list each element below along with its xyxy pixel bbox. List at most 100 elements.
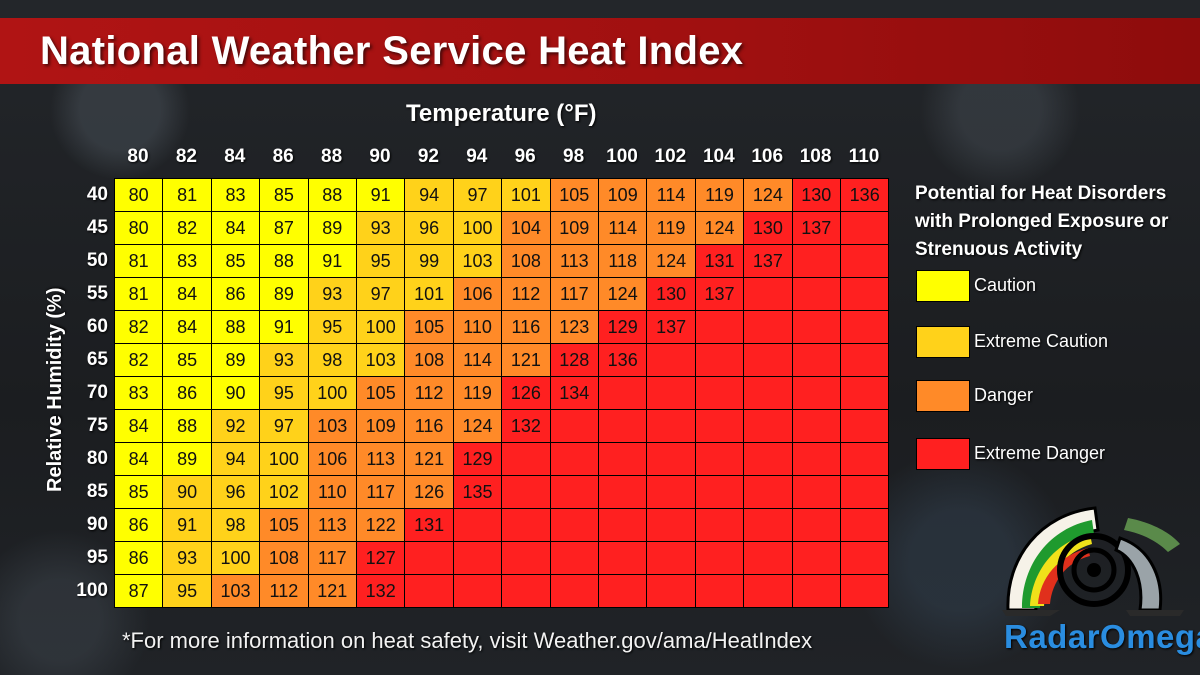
heat-cell: 84 — [162, 277, 212, 311]
heat-cell: 91 — [307, 244, 357, 278]
heat-cell — [791, 574, 841, 608]
heat-cell — [694, 508, 745, 542]
heat-cell — [598, 475, 648, 509]
humidity-tick-90: 90 — [86, 514, 108, 535]
heat-cell: 117 — [356, 475, 406, 509]
heat-cell — [743, 541, 793, 575]
temperature-tick-84: 84 — [224, 146, 246, 167]
temperature-tick-98: 98 — [563, 146, 585, 167]
heat-cell — [598, 376, 648, 410]
heat-cell — [743, 442, 793, 476]
heat-cell — [549, 475, 599, 509]
heat-cell — [743, 310, 793, 344]
heat-cell: 110 — [452, 310, 503, 344]
heat-cell: 91 — [259, 310, 309, 344]
heat-cell — [549, 409, 599, 443]
heat-cell: 113 — [356, 442, 406, 476]
temperature-tick-108: 108 — [799, 146, 832, 167]
heat-cell — [598, 508, 648, 542]
heat-cell: 124 — [646, 244, 696, 278]
heat-cell: 110 — [307, 475, 357, 509]
heat-cell: 121 — [404, 442, 454, 476]
heat-cell: 129 — [598, 310, 648, 344]
heat-cell — [694, 475, 745, 509]
heat-cell: 98 — [307, 343, 357, 377]
heat-cell: 96 — [404, 211, 454, 245]
heat-cell: 121 — [307, 574, 357, 608]
brand-name: RadarOmega — [1004, 618, 1200, 655]
heat-cell: 91 — [356, 178, 406, 212]
heat-cell — [646, 574, 696, 608]
heat-cell: 101 — [404, 277, 454, 311]
heat-cell — [840, 409, 890, 443]
legend-swatch-1 — [916, 326, 970, 358]
heat-cell — [501, 541, 551, 575]
heat-cell: 89 — [307, 211, 357, 245]
heat-cell: 123 — [549, 310, 599, 344]
heat-cell: 80 — [114, 211, 164, 245]
heat-cell: 128 — [549, 343, 599, 377]
heat-cell: 105 — [404, 310, 454, 344]
heat-cell: 97 — [356, 277, 406, 311]
page-title: National Weather Service Heat Index — [40, 29, 744, 73]
heat-cell — [791, 244, 841, 278]
heat-cell: 126 — [501, 376, 551, 410]
heat-cell: 82 — [162, 211, 212, 245]
heat-cell — [646, 343, 696, 377]
heat-cell: 108 — [259, 541, 309, 575]
heat-cell: 87 — [114, 574, 164, 608]
heat-cell: 106 — [307, 442, 357, 476]
legend-label-2: Danger — [974, 385, 1034, 405]
heat-cell: 112 — [501, 277, 551, 311]
legend-swatch-3 — [916, 438, 970, 470]
heat-cell: 130 — [791, 178, 841, 212]
heat-cell: 109 — [598, 178, 648, 212]
heat-cell: 100 — [356, 310, 406, 344]
heat-cell: 118 — [598, 244, 648, 278]
humidity-tick-75: 75 — [86, 415, 108, 436]
heat-cell: 85 — [210, 244, 261, 278]
heat-cell: 137 — [646, 310, 696, 344]
heat-cell: 134 — [549, 376, 599, 410]
temperature-tick-106: 106 — [751, 146, 784, 167]
heat-cell — [791, 409, 841, 443]
heat-cell: 84 — [114, 442, 164, 476]
heat-cell — [791, 475, 841, 509]
temperature-tick-86: 86 — [272, 146, 294, 167]
heat-cell — [646, 475, 696, 509]
heat-cell: 124 — [743, 178, 793, 212]
heat-cell — [840, 343, 890, 377]
humidity-tick-70: 70 — [86, 382, 108, 403]
heat-cell: 137 — [694, 277, 745, 311]
temperature-tick-110: 110 — [848, 146, 880, 167]
heat-cell — [452, 541, 503, 575]
humidity-tick-95: 95 — [86, 547, 108, 568]
heat-cell — [743, 508, 793, 542]
radaromega-logo-mark — [1002, 506, 1184, 616]
heat-cell: 108 — [404, 343, 454, 377]
heat-cell: 130 — [743, 211, 793, 245]
heat-cell: 97 — [259, 409, 309, 443]
legend-label-1: Extreme Caution — [974, 331, 1109, 351]
heat-cell — [646, 409, 696, 443]
heat-cell: 88 — [259, 244, 309, 278]
heat-cell — [791, 508, 841, 542]
humidity-tick-80: 80 — [86, 448, 108, 469]
heat-cell — [549, 442, 599, 476]
heat-cell — [501, 475, 551, 509]
heat-cell — [791, 277, 841, 311]
heat-cell — [840, 244, 890, 278]
heat-cell — [694, 574, 745, 608]
heat-cell: 95 — [307, 310, 357, 344]
heat-cell: 114 — [452, 343, 503, 377]
heat-cell: 92 — [210, 409, 261, 443]
temperature-tick-100: 100 — [606, 146, 638, 167]
heat-cell: 93 — [162, 541, 212, 575]
heat-cell — [840, 376, 890, 410]
heat-cell — [791, 376, 841, 410]
heat-cell: 119 — [452, 376, 503, 410]
heat-cell: 103 — [307, 409, 357, 443]
heat-cell — [646, 508, 696, 542]
heat-cell: 136 — [598, 343, 648, 377]
heat-cell: 86 — [114, 508, 164, 542]
